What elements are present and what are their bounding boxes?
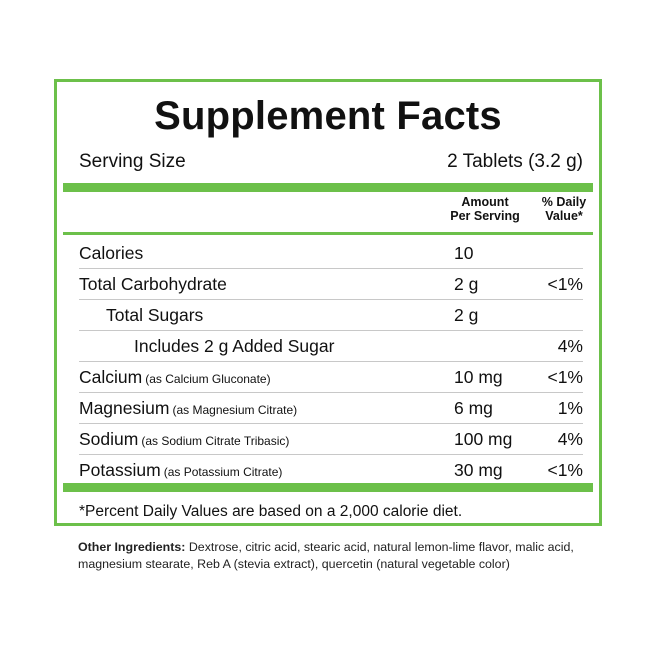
amount-header-line1: Amount — [461, 195, 509, 209]
nutrient-amount: 10 mg — [454, 367, 503, 387]
thin-divider — [63, 232, 593, 235]
nutrient-name-wrap: Magnesium (as Magnesium Citrate) — [79, 393, 297, 425]
nutrient-source-note: (as Sodium Citrate Tribasic) — [141, 434, 290, 448]
other-ingredients-label: Other Ingredients: — [78, 540, 186, 554]
nutrient-dv: 4% — [557, 336, 583, 356]
nutrient-name: Calcium — [79, 367, 143, 387]
nutrient-dv: 4% — [557, 429, 583, 449]
panel-title: Supplement Facts — [154, 94, 502, 138]
nutrient-dv: 1% — [557, 398, 583, 418]
nutrient-row-total-sugars: Total Sugars 2 g — [79, 300, 583, 331]
nutrient-amount: 30 mg — [454, 460, 503, 480]
nutrient-name: Magnesium — [79, 398, 170, 418]
nutrient-rows: Calories 10 Total Carbohydrate 2 g <1% T… — [79, 238, 583, 486]
daily-value-header: % Daily Value* — [533, 195, 595, 223]
other-ingredients: Other Ingredients: Dextrose, citric acid… — [78, 539, 578, 573]
serving-size-value: 2 Tablets (3.2 g) — [447, 151, 583, 172]
other-ingredients-text: Dextrose, citric acid, stearic acid, nat… — [78, 540, 574, 571]
nutrient-row-sodium: Sodium (as Sodium Citrate Tribasic) 100 m… — [79, 424, 583, 455]
nutrient-amount: 10 — [454, 243, 474, 263]
nutrient-row-calories: Calories 10 — [79, 238, 583, 269]
dv-header-line2: Value* — [545, 209, 583, 223]
amount-header-line2: Per Serving — [450, 209, 520, 223]
nutrient-amount: 6 mg — [454, 398, 493, 418]
supplement-facts-panel: Supplement Facts Serving Size 2 Tablets … — [54, 79, 602, 526]
thick-divider-bottom — [63, 483, 593, 492]
nutrient-dv: <1% — [547, 274, 583, 294]
nutrient-dv: <1% — [547, 460, 583, 480]
nutrient-name: Total Carbohydrate — [79, 274, 227, 294]
nutrient-row-total-carbohydrate: Total Carbohydrate 2 g <1% — [79, 269, 583, 300]
nutrient-source-note: (as Magnesium Citrate) — [172, 403, 298, 417]
nutrient-row-added-sugar: Includes 2 g Added Sugar 4% — [79, 331, 583, 362]
dv-header-line1: % Daily — [541, 195, 587, 209]
nutrient-name: Includes 2 g Added Sugar — [134, 336, 335, 356]
nutrient-amount: 2 g — [454, 274, 479, 294]
nutrient-name: Total Sugars — [106, 305, 204, 325]
nutrient-amount: 2 g — [454, 305, 479, 325]
serving-size-label: Serving Size — [79, 151, 186, 172]
nutrient-name: Sodium — [79, 429, 139, 449]
daily-value-footnote: *Percent Daily Values are based on a 2,0… — [79, 503, 463, 520]
thick-divider-top — [63, 183, 593, 192]
nutrient-name-wrap: Sodium (as Sodium Citrate Tribasic) — [79, 424, 289, 456]
nutrient-name-wrap: Potassium (as Potassium Citrate) — [79, 455, 282, 487]
nutrient-dv: <1% — [547, 367, 583, 387]
nutrient-row-magnesium: Magnesium (as Magnesium Citrate) 6 mg 1% — [79, 393, 583, 424]
nutrient-name-wrap: Calcium (as Calcium Gluconate) — [79, 362, 271, 394]
nutrient-row-calcium: Calcium (as Calcium Gluconate) 10 mg <1% — [79, 362, 583, 393]
nutrient-amount: 100 mg — [454, 429, 513, 449]
amount-per-serving-header: Amount Per Serving — [441, 195, 529, 223]
nutrient-source-note: (as Potassium Citrate) — [163, 465, 283, 479]
nutrient-name: Calories — [79, 243, 144, 263]
nutrient-name: Potassium — [79, 460, 161, 480]
nutrient-row-potassium: Potassium (as Potassium Citrate) 30 mg <1… — [79, 455, 583, 486]
nutrient-source-note: (as Calcium Gluconate) — [145, 372, 271, 386]
